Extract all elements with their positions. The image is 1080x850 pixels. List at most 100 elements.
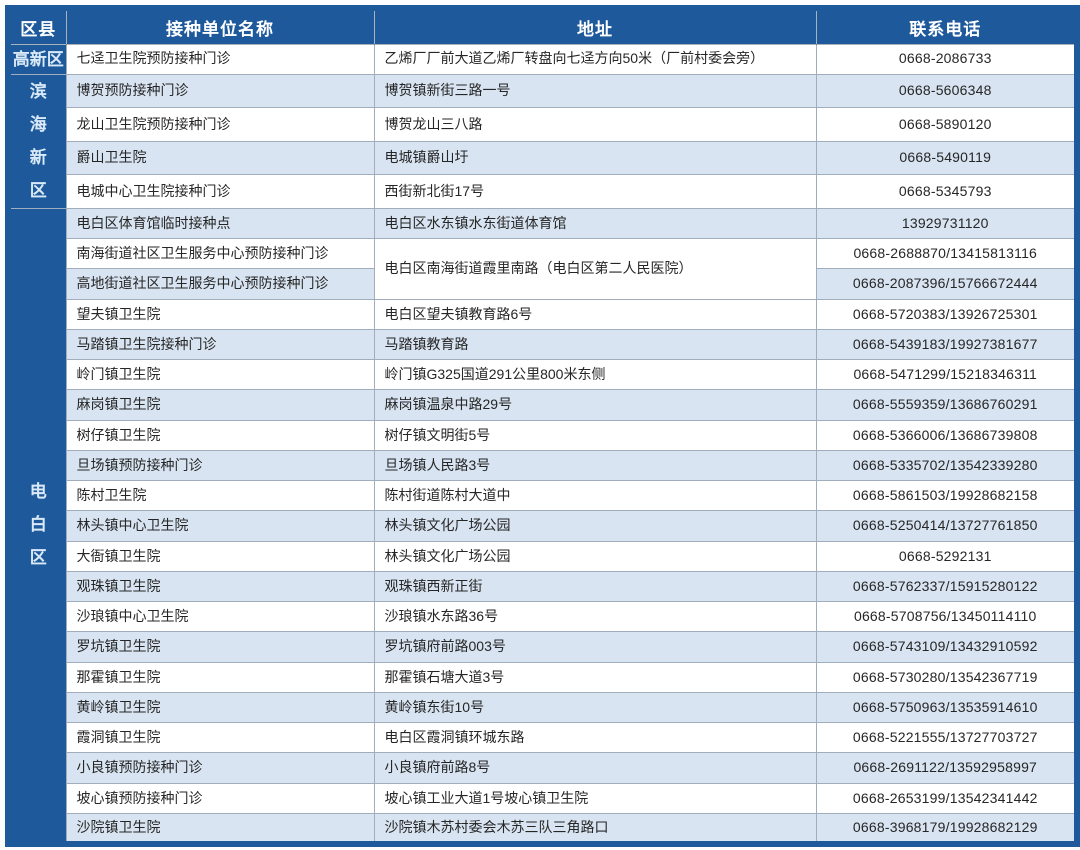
phone-cell: 0668-2688870/13415813116 bbox=[815, 238, 1078, 270]
phone-cell: 0668-5720383/13926725301 bbox=[815, 298, 1078, 330]
unit-cell: 小良镇预防接种门诊 bbox=[65, 752, 375, 784]
address-cell: 小良镇府前路8号 bbox=[373, 752, 817, 784]
table-row: 罗坑镇卫生院 罗坑镇府前路003号 0668-5743109/13432910592 bbox=[8, 631, 1078, 663]
unit-cell: 罗坑镇卫生院 bbox=[65, 631, 375, 663]
table-row: 岭门镇卫生院 岭门镇G325国道291公里800米东侧 0668-5471299/1… bbox=[8, 359, 1078, 391]
table-row: 望夫镇卫生院 电白区望夫镇教育路6号 0668-5720383/1392672530… bbox=[8, 298, 1078, 330]
header-cell-unit: 接种单位名称 bbox=[65, 7, 375, 45]
table-row: 沙院镇卫生院 沙院镇木苏村委会木苏三队三角路口 0668-3968179/19928… bbox=[8, 812, 1078, 845]
unit-cell: 南海街道社区卫生服务中心预防接种门诊 bbox=[65, 238, 375, 270]
table-row: 林头镇中心卫生院 林头镇文化广场公园 0668-5250414/1372776185… bbox=[8, 510, 1078, 542]
table-row: 高地街道社区卫生服务中心预防接种门诊 0668-2087396/157666724… bbox=[8, 268, 1078, 300]
unit-cell: 马踏镇卫生院接种门诊 bbox=[65, 328, 375, 361]
phone-cell: 0668-5366006/13686739808 bbox=[815, 419, 1078, 451]
phone-cell: 0668-2087396/15766672444 bbox=[815, 268, 1078, 300]
address-cell: 电城镇爵山圩 bbox=[373, 140, 817, 176]
phone-cell: 0668-5345793 bbox=[815, 174, 1078, 209]
address-cell: 电白区霞洞镇环城东路 bbox=[373, 722, 817, 754]
address-cell: 电白区南海街道霞里南路（电白区第二人民医院） bbox=[373, 238, 817, 300]
address-cell: 观珠镇西新正街 bbox=[373, 570, 817, 603]
address-cell: 沙院镇木苏村委会木苏三队三角路口 bbox=[373, 812, 817, 845]
unit-cell: 树仔镇卫生院 bbox=[65, 419, 375, 451]
phone-cell: 0668-5730280/13542367719 bbox=[815, 661, 1078, 693]
table-row: 麻岗镇卫生院 麻岗镇温泉中路29号 0668-5559359/13686760291 bbox=[8, 389, 1078, 421]
unit-cell: 大衙镇卫生院 bbox=[65, 540, 375, 572]
phone-cell: 0668-5861503/19928682158 bbox=[815, 480, 1078, 512]
address-cell: 麻岗镇温泉中路29号 bbox=[373, 389, 817, 421]
table-row: 旦场镇预防接种门诊 旦场镇人民路3号 0668-5335702/1354233928… bbox=[8, 449, 1078, 482]
unit-cell: 望夫镇卫生院 bbox=[65, 298, 375, 330]
table-row: 马踏镇卫生院接种门诊 马踏镇教育路 0668-5439183/19927381677 bbox=[8, 328, 1078, 361]
unit-cell: 麻岗镇卫生院 bbox=[65, 389, 375, 421]
unit-cell: 电城中心卫生院接种门诊 bbox=[65, 174, 375, 209]
phone-cell: 0668-5708756/13450114110 bbox=[815, 601, 1078, 633]
unit-cell: 黄岭镇卫生院 bbox=[65, 691, 375, 724]
address-cell: 博贺镇新街三路一号 bbox=[373, 73, 817, 109]
address-cell: 林头镇文化广场公园 bbox=[373, 510, 817, 542]
phone-cell: 0668-5890120 bbox=[815, 107, 1078, 142]
table-row: 龙山卫生院预防接种门诊 博贺龙山三八路 0668-5890120 bbox=[8, 107, 1078, 142]
phone-cell: 0668-3968179/19928682129 bbox=[815, 812, 1078, 845]
unit-cell: 沙院镇卫生院 bbox=[65, 812, 375, 845]
address-cell: 岭门镇G325国道291公里800米东侧 bbox=[373, 359, 817, 391]
table-row: 高新区 七迳卫生院预防接种门诊 乙烯厂厂前大道乙烯厂转盘向七迳方向50米（厂前村委会… bbox=[7, 43, 1078, 75]
unit-cell: 龙山卫生院预防接种门诊 bbox=[65, 107, 375, 142]
unit-cell: 七迳卫生院预防接种门诊 bbox=[65, 43, 375, 75]
header-row: 区县 接种单位名称 地址 联系电话 bbox=[7, 7, 1078, 45]
address-cell: 林头镇文化广场公园 bbox=[373, 540, 817, 572]
table-row: 电 白 区电白区体育馆临时接种点 电白区水东镇水东街道体育馆 13929731120 bbox=[7, 207, 1078, 845]
phone-cell: 0668-5471299/15218346311 bbox=[815, 359, 1078, 391]
table-row: 小良镇预防接种门诊 小良镇府前路8号 0668-2691122/1359295899… bbox=[8, 752, 1078, 784]
address-cell: 西街新北街17号 bbox=[373, 174, 817, 209]
unit-cell: 坡心镇预防接种门诊 bbox=[65, 782, 375, 814]
unit-cell: 旦场镇预防接种门诊 bbox=[65, 449, 375, 482]
phone-cell: 0668-5743109/13432910592 bbox=[815, 631, 1078, 663]
phone-cell: 0668-5335702/13542339280 bbox=[815, 449, 1078, 482]
table-row: 滨 海 新 区博贺预防接种门诊 博贺镇新街三路一号 0668-5606348 bbox=[7, 73, 1078, 209]
table-row: 坡心镇预防接种门诊 坡心镇工业大道1号坡心镇卫生院 0668-2653199/135… bbox=[8, 782, 1078, 814]
address-cell: 陈村街道陈村大道中 bbox=[373, 480, 817, 512]
table-row: 那霍镇卫生院 那霍镇石塘大道3号 0668-5730280/13542367719 bbox=[8, 661, 1078, 693]
unit-cell: 高地街道社区卫生服务中心预防接种门诊 bbox=[65, 268, 375, 300]
table-row: 沙琅镇中心卫生院 沙琅镇水东路36号 0668-5708756/1345011411… bbox=[8, 601, 1078, 633]
unit-cell: 陈村卫生院 bbox=[65, 480, 375, 512]
region-cell: 高新区 bbox=[7, 43, 67, 75]
header-cell-address: 地址 bbox=[373, 7, 817, 45]
address-cell: 旦场镇人民路3号 bbox=[373, 449, 817, 482]
unit-cell: 爵山卫生院 bbox=[65, 140, 375, 176]
phone-cell: 0668-5606348 bbox=[815, 73, 1078, 109]
phone-cell: 0668-5559359/13686760291 bbox=[815, 389, 1078, 421]
unit-cell: 岭门镇卫生院 bbox=[65, 359, 375, 391]
region-cell: 滨 海 新 区 bbox=[7, 73, 67, 209]
table-body: 高新区 七迳卫生院预防接种门诊 乙烯厂厂前大道乙烯厂转盘向七迳方向50米（厂前村委会… bbox=[7, 43, 1078, 845]
address-cell: 罗坑镇府前路003号 bbox=[373, 631, 817, 663]
header-cell-district: 区县 bbox=[7, 7, 67, 45]
address-cell: 那霍镇石塘大道3号 bbox=[373, 661, 817, 693]
phone-cell: 0668-5221555/13727703727 bbox=[815, 722, 1078, 754]
phone-cell: 13929731120 bbox=[815, 207, 1078, 240]
unit-cell: 沙琅镇中心卫生院 bbox=[65, 601, 375, 633]
address-cell: 坡心镇工业大道1号坡心镇卫生院 bbox=[373, 782, 817, 814]
unit-cell: 那霍镇卫生院 bbox=[65, 661, 375, 693]
table-row: 观珠镇卫生院 观珠镇西新正街 0668-5762337/15915280122 bbox=[8, 570, 1078, 603]
address-cell: 马踏镇教育路 bbox=[373, 328, 817, 361]
address-cell: 黄岭镇东街10号 bbox=[373, 691, 817, 724]
vaccination-contacts-table: 区县 接种单位名称 地址 联系电话 高新区 七迳卫生院预防接种门诊 乙烯厂厂前大道乙… bbox=[5, 5, 1080, 847]
unit-cell: 观珠镇卫生院 bbox=[65, 570, 375, 603]
table-row: 爵山卫生院 电城镇爵山圩 0668-5490119 bbox=[8, 140, 1078, 176]
address-cell: 电白区望夫镇教育路6号 bbox=[373, 298, 817, 330]
phone-cell: 0668-5490119 bbox=[815, 140, 1078, 176]
header-cell-phone: 联系电话 bbox=[815, 7, 1078, 45]
phone-cell: 0668-5292131 bbox=[815, 540, 1078, 572]
address-cell: 树仔镇文明街5号 bbox=[373, 419, 817, 451]
phone-cell: 0668-2691122/13592958997 bbox=[815, 752, 1078, 784]
table-row: 电城中心卫生院接种门诊 西街新北街17号 0668-5345793 bbox=[8, 174, 1078, 209]
phone-cell: 0668-5250414/13727761850 bbox=[815, 510, 1078, 542]
table-row: 陈村卫生院 陈村街道陈村大道中 0668-5861503/19928682158 bbox=[8, 480, 1078, 512]
table-row: 黄岭镇卫生院 黄岭镇东街10号 0668-5750963/13535914610 bbox=[8, 691, 1078, 724]
address-cell: 博贺龙山三八路 bbox=[373, 107, 817, 142]
table-row: 霞洞镇卫生院 电白区霞洞镇环城东路 0668-5221555/13727703727 bbox=[8, 722, 1078, 754]
phone-cell: 0668-2653199/13542341442 bbox=[815, 782, 1078, 814]
table-row: 大衙镇卫生院 林头镇文化广场公园 0668-5292131 bbox=[8, 540, 1078, 572]
